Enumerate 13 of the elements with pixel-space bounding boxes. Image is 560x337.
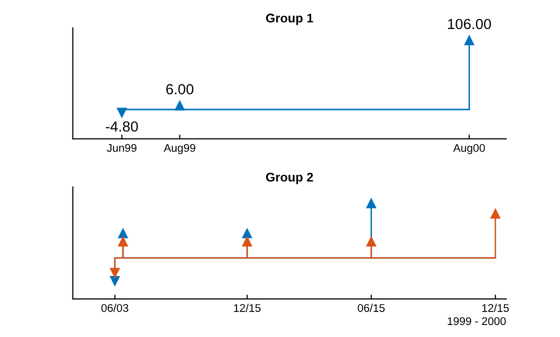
- x-tick-label: 12/15: [482, 304, 509, 312]
- chart-title: Group 1: [266, 14, 314, 26]
- x-axis-title: 1999 - 2000: [448, 317, 506, 326]
- x-tick-label: Aug99: [164, 144, 196, 154]
- x-tick-label: 06/03: [101, 304, 128, 312]
- x-tick-label: 12/15: [234, 304, 261, 312]
- chart-title: Group 2: [266, 172, 313, 184]
- x-tick-label: Jun99: [106, 144, 136, 152]
- x-tick-label: Aug00: [453, 144, 485, 154]
- data-label: 106.00: [448, 18, 491, 30]
- data-label: 6.00: [166, 84, 194, 94]
- x-tick-label: 06/15: [358, 304, 385, 312]
- data-label: -4.80: [106, 121, 138, 132]
